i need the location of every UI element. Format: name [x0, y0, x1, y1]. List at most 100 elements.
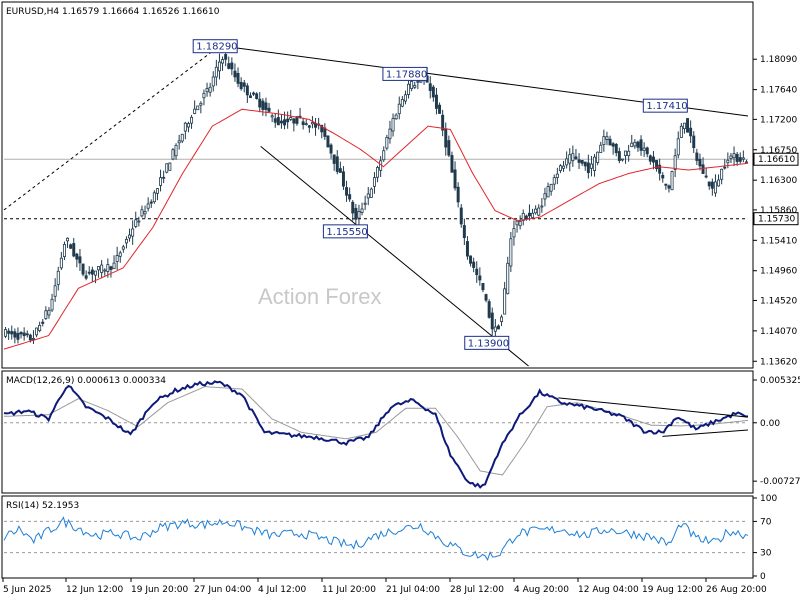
candle	[245, 83, 249, 103]
candle-body	[193, 108, 197, 114]
candle-body	[205, 88, 209, 93]
candle	[580, 159, 584, 166]
candle	[310, 116, 314, 129]
candle	[596, 151, 600, 166]
price-tick-label: 1.15410	[760, 236, 797, 246]
pivot-label: 1.17880	[382, 66, 428, 81]
candle-body	[10, 331, 14, 335]
candle	[391, 113, 395, 137]
candle	[531, 208, 535, 218]
candle-body	[155, 188, 159, 194]
candle-body	[695, 152, 699, 161]
candle	[261, 98, 265, 116]
candle-body	[131, 228, 135, 237]
candle-body	[667, 185, 671, 189]
candle-body	[403, 94, 407, 102]
candle	[90, 266, 94, 283]
lower-trendline	[260, 146, 529, 367]
candle	[13, 328, 17, 344]
candle-body	[345, 187, 349, 196]
candle-body	[72, 243, 76, 257]
pivot-label-text: 1.15550	[326, 227, 367, 238]
candle	[562, 160, 566, 172]
candle	[22, 327, 26, 341]
candle-body	[521, 213, 525, 221]
pivot-label-box	[382, 66, 428, 81]
candle-body	[59, 257, 63, 269]
candle-body	[720, 168, 724, 180]
pivot-label: 1.13900	[464, 335, 510, 350]
candle-body	[633, 141, 637, 147]
candle-body	[84, 275, 88, 279]
candle-body	[568, 154, 572, 164]
candle	[47, 307, 51, 319]
macd-title: MACD(12,26,9) 0.000613 0.000334	[6, 376, 166, 386]
candle	[701, 157, 705, 174]
candle-body	[199, 102, 203, 106]
candle	[124, 236, 128, 249]
candle-body	[397, 103, 401, 115]
time-tick-label: 4 Aug 20:00	[514, 585, 569, 595]
candle	[521, 209, 525, 226]
candle-body	[90, 269, 94, 275]
candle-body	[729, 155, 733, 159]
candle	[651, 151, 655, 170]
candle-body	[78, 256, 82, 264]
candle	[710, 178, 714, 196]
candle	[438, 102, 442, 114]
candle	[546, 182, 550, 198]
candle	[360, 202, 364, 216]
candle-body	[137, 220, 141, 223]
candle-body	[236, 73, 240, 84]
candle-body	[221, 59, 225, 64]
candle	[25, 330, 29, 338]
candle	[304, 119, 308, 126]
candle-body	[744, 161, 748, 164]
candle	[645, 146, 649, 158]
candle	[512, 220, 516, 246]
candle	[66, 237, 70, 249]
candle	[121, 244, 125, 253]
candle	[673, 148, 677, 178]
candle-body	[56, 270, 60, 285]
candle-body	[369, 188, 373, 198]
candle	[354, 203, 358, 227]
candle	[695, 148, 699, 166]
candle-body	[611, 143, 615, 147]
candle	[537, 204, 541, 217]
candle-body	[565, 158, 569, 166]
candle	[605, 131, 609, 146]
watermark: Action Forex	[258, 284, 382, 309]
candle	[252, 91, 256, 97]
candle	[128, 228, 132, 242]
candle-body	[115, 255, 119, 262]
candle-body	[413, 85, 417, 88]
candle-body	[503, 288, 507, 315]
pivot-label: 1.18290	[192, 39, 238, 54]
candle	[75, 252, 79, 268]
candle	[729, 152, 733, 164]
candle-body	[679, 125, 683, 138]
candle	[599, 141, 603, 153]
candle-body	[171, 149, 175, 160]
candle	[720, 168, 724, 185]
candle	[78, 249, 82, 271]
candle-body	[388, 128, 392, 140]
candle-body	[372, 177, 376, 187]
candle	[202, 89, 206, 106]
candle	[131, 220, 135, 245]
candle	[38, 321, 42, 333]
candle	[633, 139, 637, 149]
candle	[434, 88, 438, 115]
candle-body	[255, 93, 259, 99]
candle	[552, 174, 556, 190]
candle-body	[441, 114, 445, 131]
time-tick-label: 27 Jun 04:00	[194, 585, 251, 595]
candle-body	[428, 83, 432, 91]
candle-body	[407, 83, 411, 95]
candle	[50, 293, 54, 312]
candle-body	[624, 150, 628, 156]
candle	[214, 59, 218, 86]
candle-body	[242, 82, 246, 87]
candle-body	[701, 164, 705, 174]
